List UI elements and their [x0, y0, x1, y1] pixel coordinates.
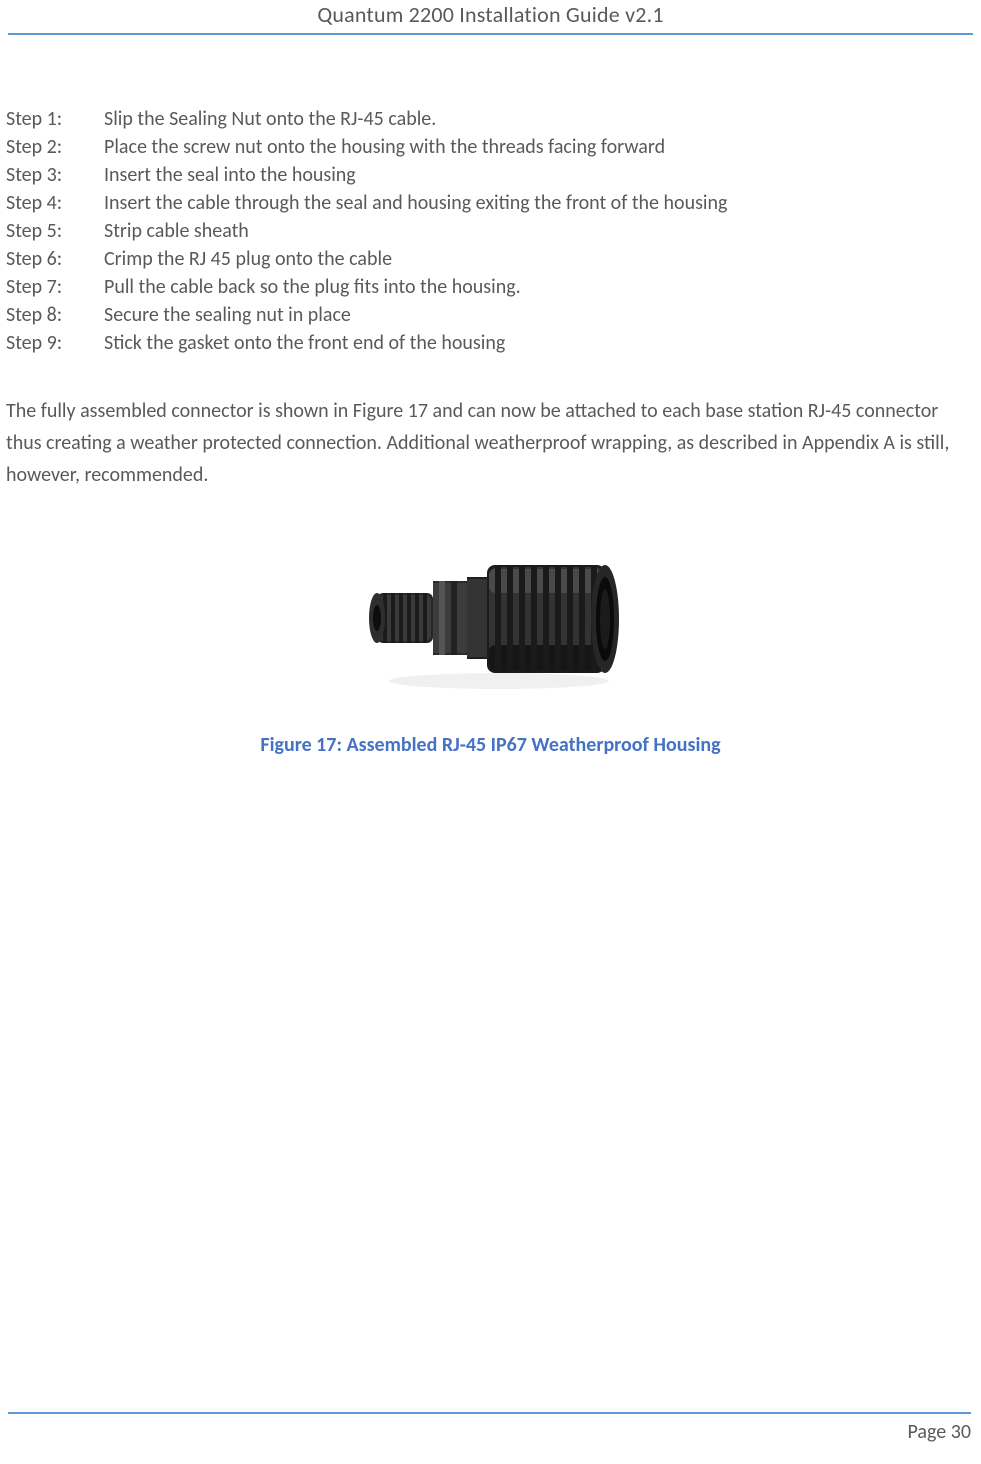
step-text: Insert the seal into the housing: [104, 161, 975, 189]
step-label: Step 7:: [6, 273, 104, 301]
step-row: Step 6: Crimp the RJ 45 plug onto the ca…: [6, 245, 975, 273]
step-label: Step 6:: [6, 245, 104, 273]
figure: Figure 17: Assembled RJ-45 IP67 Weatherp…: [6, 521, 975, 757]
step-text: Stick the gasket onto the front end of t…: [104, 329, 975, 357]
page-footer: Page 30: [8, 1412, 971, 1444]
step-label: Step 5:: [6, 217, 104, 245]
steps-list: Step 1: Slip the Sealing Nut onto the RJ…: [6, 105, 975, 357]
step-row: Step 4: Insert the cable through the sea…: [6, 189, 975, 217]
step-label: Step 8:: [6, 301, 104, 329]
step-text: Crimp the RJ 45 plug onto the cable: [104, 245, 975, 273]
step-text: Strip cable sheath: [104, 217, 975, 245]
page-header: Quantum 2200 Installation Guide v2.1: [0, 0, 981, 35]
step-row: Step 3: Insert the seal into the housing: [6, 161, 975, 189]
step-row: Step 7: Pull the cable back so the plug …: [6, 273, 975, 301]
header-title: Quantum 2200 Installation Guide v2.1: [0, 1, 981, 33]
step-label: Step 2:: [6, 133, 104, 161]
step-row: Step 1: Slip the Sealing Nut onto the RJ…: [6, 105, 975, 133]
connector-svg-icon: [339, 521, 642, 714]
step-label: Step 9:: [6, 329, 104, 357]
page-body: Step 1: Slip the Sealing Nut onto the RJ…: [0, 35, 981, 757]
step-row: Step 9: Stick the gasket onto the front …: [6, 329, 975, 357]
step-text: Pull the cable back so the plug fits int…: [104, 273, 975, 301]
page: Quantum 2200 Installation Guide v2.1 Ste…: [0, 0, 981, 1464]
step-label: Step 4:: [6, 189, 104, 217]
figure-caption: Figure 17: Assembled RJ-45 IP67 Weatherp…: [6, 733, 975, 757]
footer-page-number: Page 30: [8, 1420, 971, 1444]
step-row: Step 2: Place the screw nut onto the hou…: [6, 133, 975, 161]
footer-rule: [8, 1412, 971, 1414]
body-paragraph: The fully assembled connector is shown i…: [6, 395, 975, 491]
step-text: Secure the sealing nut in place: [104, 301, 975, 329]
step-row: Step 5: Strip cable sheath: [6, 217, 975, 245]
step-text: Insert the cable through the seal and ho…: [104, 189, 975, 217]
step-text: Place the screw nut onto the housing wit…: [104, 133, 975, 161]
step-label: Step 1:: [6, 105, 104, 133]
step-row: Step 8: Secure the sealing nut in place: [6, 301, 975, 329]
step-label: Step 3:: [6, 161, 104, 189]
step-text: Slip the Sealing Nut onto the RJ-45 cabl…: [104, 105, 975, 133]
connector-image: [339, 521, 642, 719]
